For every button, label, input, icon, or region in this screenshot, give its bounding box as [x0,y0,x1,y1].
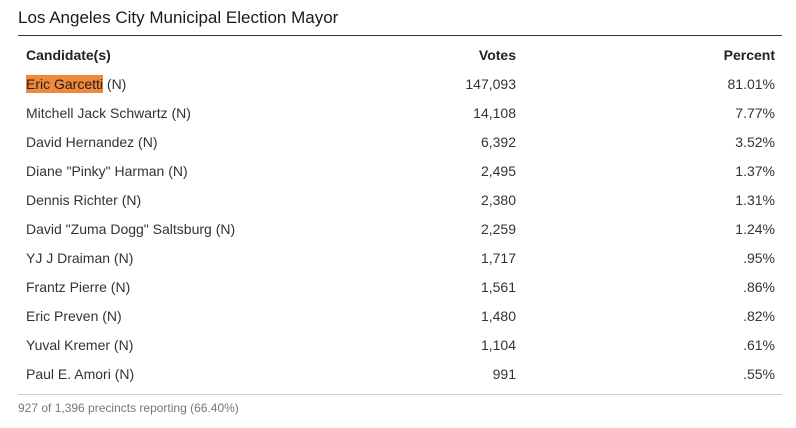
percent-cell: .95% [743,249,775,266]
votes-cell: 991 [492,365,516,382]
percent-cell: .55% [743,365,775,382]
candidate-suffix: (N) [110,365,135,382]
candidate-cell: Eric Preven (N) [20,301,426,330]
table-row: David Hernandez (N) 6,392 3.52% [20,127,775,156]
table-row: Frantz Pierre (N) 1,561 .86% [20,272,775,301]
candidate-suffix: (N) [134,133,158,150]
candidate-cell: Eric Garcetti (N) [20,69,426,98]
percent-cell: 81.01% [727,75,775,92]
precincts-reporting-note: 927 of 1,396 precincts reporting (66.40%… [18,401,239,415]
footer-divider [18,394,782,395]
candidate-suffix: (N) [110,249,134,266]
candidate-name: Frantz Pierre [26,278,107,295]
votes-cell: 14,108 [473,104,516,121]
votes-cell: 147,093 [465,75,516,92]
percent-cell: 1.31% [735,191,775,208]
votes-cell: 1,104 [480,336,516,353]
candidate-name: Eric Preven [26,307,99,324]
candidate-name: YJ J Draiman [26,249,111,266]
table-row: Eric Garcetti (N) 147,093 81.01% [20,69,775,98]
table-row: Eric Preven (N) 1,480 .82% [20,301,775,330]
candidate-name: Paul E. Amori [26,365,111,382]
candidate-name-highlighted: Eric Garcetti [26,74,104,93]
table-header-row: Candidate(s) Votes Percent [20,40,775,69]
candidate-name: David "Zuma Dogg" Saltsburg [26,220,212,237]
votes-cell: 6,392 [480,133,516,150]
table-row: YJ J Draiman (N) 1,717 .95% [20,243,775,272]
table-row: Paul E. Amori (N) 991 .55% [20,359,775,388]
percent-cell: 1.24% [735,220,775,237]
table-row: David "Zuma Dogg" Saltsburg (N) 2,259 1.… [20,214,775,243]
candidate-cell: YJ J Draiman (N) [20,243,426,272]
candidate-suffix: (N) [164,162,188,179]
candidate-suffix: (N) [110,336,134,353]
votes-cell: 2,259 [480,220,516,237]
table-row: Dennis Richter (N) 2,380 1.31% [20,185,775,214]
percent-cell: 3.52% [735,133,775,150]
percent-cell: .61% [743,336,775,353]
candidate-name: David Hernandez [26,133,135,150]
table-row: Yuval Kremer (N) 1,104 .61% [20,330,775,359]
candidate-cell: Paul E. Amori (N) [20,359,426,388]
table-row: Mitchell Jack Schwartz (N) 14,108 7.77% [20,98,775,127]
percent-cell: .82% [743,307,775,324]
percent-cell: 7.77% [735,104,775,121]
candidate-name: Yuval Kremer [26,336,111,353]
percent-column-header: Percent [723,46,775,63]
candidate-suffix: (N) [106,278,131,295]
page-title: Los Angeles City Municipal Election Mayo… [18,6,782,36]
votes-cell: 2,380 [480,191,516,208]
results-table: Candidate(s) Votes Percent Eric Garcetti… [20,40,775,388]
candidate-cell: Yuval Kremer (N) [20,330,426,359]
percent-cell: .86% [743,278,775,295]
candidate-cell: David Hernandez (N) [20,127,426,156]
election-results-widget: Los Angeles City Municipal Election Mayo… [18,6,782,415]
votes-cell: 1,717 [480,249,516,266]
candidate-name: Diane "Pinky" Harman [26,162,165,179]
candidate-cell: Frantz Pierre (N) [20,272,426,301]
candidate-name: Dennis Richter [26,191,118,208]
candidate-name: Mitchell Jack Schwartz [26,104,168,121]
candidate-cell: Dennis Richter (N) [20,185,426,214]
candidate-suffix: (N) [117,191,142,208]
candidate-cell: Diane "Pinky" Harman (N) [20,156,426,185]
votes-cell: 1,480 [480,307,516,324]
candidate-cell: David "Zuma Dogg" Saltsburg (N) [20,214,426,243]
candidate-suffix: (N) [167,104,191,121]
candidate-cell: Mitchell Jack Schwartz (N) [20,98,426,127]
candidate-column-header: Candidate(s) [26,46,111,63]
votes-column-header: Votes [478,46,516,63]
percent-cell: 1.37% [735,162,775,179]
candidate-suffix: (N) [98,307,122,324]
votes-cell: 1,561 [480,278,516,295]
votes-cell: 2,495 [480,162,516,179]
table-row: Diane "Pinky" Harman (N) 2,495 1.37% [20,156,775,185]
candidate-suffix: (N) [211,220,236,237]
candidate-suffix: (N) [103,75,127,92]
